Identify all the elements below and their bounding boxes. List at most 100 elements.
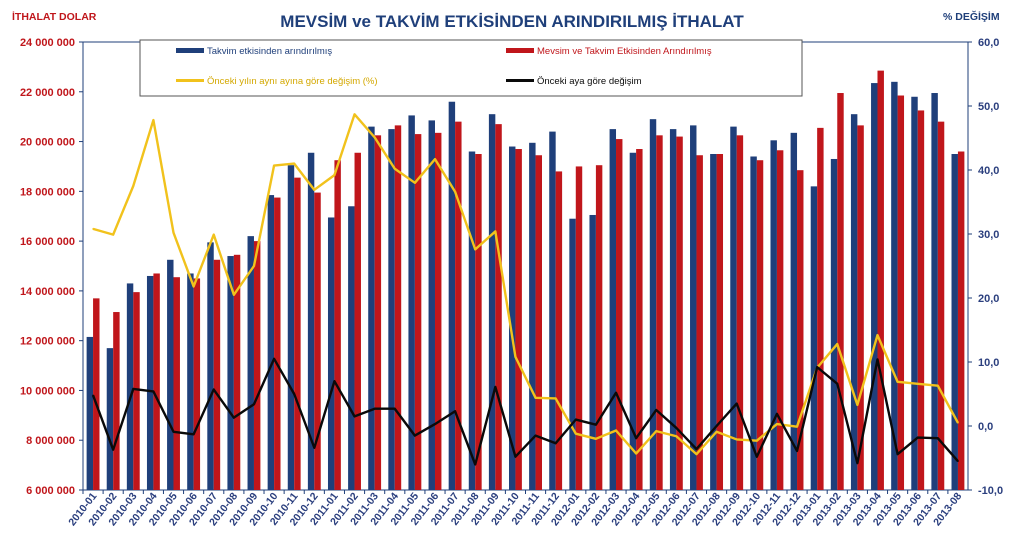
bar-takvim-2012-12 — [790, 132, 798, 490]
point-aylik-2012-09 — [735, 402, 738, 405]
point-aylik-2011-11 — [534, 434, 537, 437]
point-yillik-2012-04 — [635, 452, 637, 455]
point-aylik-2011-02 — [353, 415, 356, 418]
bar-takvim-2011-11 — [529, 142, 536, 491]
bar-mevsim-2013-06 — [917, 110, 925, 490]
y2-tick-label: 0,0 — [978, 421, 993, 433]
legend-label-2: Önceki yılın aynı ayına göre değişim (%) — [207, 76, 378, 87]
point-yillik-2011-01 — [333, 174, 336, 176]
y2-tick-label: 10,0 — [978, 357, 999, 369]
bar-mevsim-2010-01 — [93, 298, 100, 490]
bar-mevsim-2013-05 — [897, 95, 905, 490]
point-aylik-2011-08 — [474, 463, 477, 466]
point-aylik-2010-06 — [192, 433, 195, 436]
y-tick-label: 22 000 000 — [20, 87, 75, 99]
point-yillik-2011-02 — [353, 113, 356, 116]
point-yillik-2010-11 — [293, 162, 295, 165]
y-tick-label: 14 000 000 — [20, 286, 75, 298]
point-yillik-2010-09 — [253, 265, 255, 267]
bar-takvim-2010-12 — [307, 152, 315, 490]
point-yillik-2012-10 — [756, 439, 758, 442]
point-aylik-2013-06 — [916, 436, 919, 439]
bar-takvim-2010-05 — [167, 259, 174, 490]
bar-takvim-2013-05 — [891, 81, 898, 490]
point-yillik-2010-06 — [192, 285, 195, 288]
point-aylik-2012-03 — [615, 391, 617, 394]
y2-tick-label: 20,0 — [978, 293, 999, 305]
chart-title: MEVSİM ve TAKVİM ETKİSİNDEN ARINDIRILMIŞ… — [280, 12, 744, 31]
point-yillik-2012-07 — [695, 453, 698, 455]
bar-takvim-2011-01 — [327, 217, 335, 490]
bar-mevsim-2010-12 — [314, 192, 321, 490]
y2-tick-label: -10,0 — [978, 485, 1003, 497]
bar-mevsim-2011-12 — [555, 171, 563, 491]
bar-mevsim-2012-05 — [656, 135, 663, 490]
point-yillik-2010-04 — [152, 119, 155, 121]
bar-takvim-2011-09 — [488, 114, 496, 491]
point-aylik-2012-05 — [655, 409, 658, 411]
point-aylik-2013-02 — [836, 382, 839, 385]
bar-mevsim-2012-06 — [676, 136, 683, 490]
legend-entry-2: Önceki yılın aynı ayına göre değişim (%) — [176, 76, 378, 87]
point-yillik-2010-12 — [313, 189, 316, 191]
point-yillik-2012-01 — [574, 432, 577, 435]
bars-layer — [86, 70, 965, 491]
bar-mevsim-2011-05 — [414, 134, 422, 490]
legend-label-3: Önceki aya göre değişim — [537, 76, 642, 87]
line-aylik-degisim — [91, 357, 959, 466]
point-yillik-2012-11 — [776, 423, 778, 425]
lines-layer — [91, 113, 959, 466]
bar-takvim-2011-04 — [388, 129, 395, 491]
bar-mevsim-2012-12 — [797, 170, 804, 490]
point-yillik-2010-05 — [172, 231, 175, 234]
point-yillik-2012-08 — [715, 430, 718, 433]
y-tick-label: 18 000 000 — [20, 186, 75, 198]
bar-takvim-2011-02 — [348, 206, 355, 490]
bar-mevsim-2013-04 — [877, 70, 884, 491]
bar-mevsim-2012-04 — [636, 149, 643, 490]
y2-tick-label: 30,0 — [978, 229, 999, 241]
point-aylik-2010-11 — [293, 393, 295, 395]
point-aylik-2011-05 — [414, 434, 416, 437]
y-tick-label: 24 000 000 — [20, 37, 75, 49]
bar-takvim-2013-01 — [810, 186, 818, 491]
point-yillik-2012-03 — [615, 429, 617, 432]
point-aylik-2013-07 — [937, 437, 939, 439]
point-aylik-2011-03 — [373, 407, 376, 410]
bar-takvim-2010-02 — [106, 348, 114, 490]
bar-mevsim-2011-04 — [394, 125, 402, 490]
legend-swatch-3 — [506, 79, 534, 82]
point-aylik-2010-09 — [253, 403, 255, 406]
bar-takvim-2012-05 — [649, 119, 657, 490]
y-tick-label: 20 000 000 — [20, 137, 75, 149]
bar-takvim-2013-03 — [850, 114, 858, 491]
bar-mevsim-2012-01 — [575, 166, 583, 490]
y-tick-label: 10 000 000 — [20, 385, 75, 397]
point-yillik-2013-08 — [957, 422, 959, 424]
y-tick-label: 16 000 000 — [20, 236, 75, 248]
point-yillik-2012-12 — [796, 425, 798, 428]
bar-takvim-2011-10 — [509, 146, 516, 490]
bar-mevsim-2011-03 — [374, 135, 382, 490]
bar-mevsim-2010-03 — [133, 292, 140, 490]
bar-mevsim-2012-11 — [776, 150, 784, 490]
y2-axis-label: % DEĞİŞİM — [943, 10, 1000, 23]
point-aylik-2011-01 — [333, 380, 336, 383]
point-yillik-2011-09 — [494, 230, 497, 233]
bar-mevsim-2013-03 — [857, 125, 864, 490]
bar-takvim-2012-08 — [710, 154, 717, 490]
bar-mevsim-2012-07 — [696, 155, 703, 491]
bar-takvim-2012-04 — [629, 152, 637, 490]
bar-takvim-2012-01 — [569, 218, 576, 490]
point-yillik-2013-03 — [856, 404, 859, 406]
point-aylik-2010-01 — [92, 394, 94, 397]
point-yillik-2011-10 — [514, 356, 517, 358]
point-aylik-2012-06 — [675, 427, 678, 429]
legend-swatch-2 — [176, 79, 204, 82]
point-aylik-2011-04 — [393, 407, 396, 410]
bar-mevsim-2013-07 — [937, 121, 945, 490]
y2-tick-label: 60,0 — [978, 37, 999, 49]
bar-mevsim-2010-09 — [253, 241, 261, 490]
bar-takvim-2012-03 — [609, 129, 617, 491]
point-aylik-2012-02 — [595, 423, 597, 426]
